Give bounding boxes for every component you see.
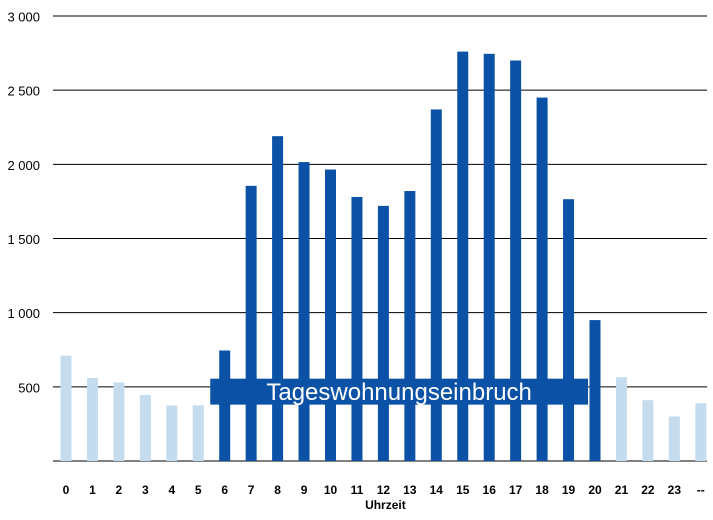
x-tick-label: 15 xyxy=(456,483,470,497)
bar xyxy=(325,169,336,461)
x-tick-label: 4 xyxy=(168,483,175,497)
bar xyxy=(536,97,548,461)
annotation-banner: Tageswohnungseinbruch xyxy=(210,378,588,406)
x-tick-label: 17 xyxy=(509,483,523,497)
annotation-banner-text: Tageswohnungseinbruch xyxy=(266,379,532,406)
bar xyxy=(245,185,257,461)
y-axis-ticks: 500 1 000 1 500 2 000 2 500 3 000 xyxy=(7,10,40,396)
bar xyxy=(483,53,495,461)
x-tick-label: 13 xyxy=(403,483,417,497)
bar xyxy=(668,416,680,461)
y-tick-label: 1 500 xyxy=(7,232,40,247)
y-tick-label: 1 000 xyxy=(7,306,40,321)
bar xyxy=(298,162,310,461)
x-tick-label: 10 xyxy=(324,483,338,497)
bar xyxy=(615,377,627,461)
bar xyxy=(377,205,389,461)
annotation-banner-rect xyxy=(210,378,588,405)
bar xyxy=(642,400,654,461)
bar xyxy=(589,320,601,461)
x-tick-label: 18 xyxy=(535,483,549,497)
x-tick-label: 11 xyxy=(351,483,364,497)
bar xyxy=(60,355,72,461)
x-tick-label: 5 xyxy=(195,483,202,497)
bars xyxy=(60,51,707,462)
x-tick-label: 1 xyxy=(89,483,96,497)
bar xyxy=(113,382,125,461)
bar xyxy=(166,405,178,461)
y-tick-label: 3 000 xyxy=(7,10,40,25)
x-tick-label: 22 xyxy=(641,483,655,497)
x-tick-label: 21 xyxy=(615,483,629,497)
x-tick-label: 6 xyxy=(221,483,228,497)
x-tick-label: 2 xyxy=(116,483,123,497)
x-tick-label: 12 xyxy=(377,483,391,497)
bar xyxy=(695,403,707,461)
y-tick-label: 500 xyxy=(18,380,40,395)
bar xyxy=(563,199,575,462)
bar xyxy=(510,60,522,461)
x-tick-label: 19 xyxy=(562,483,576,497)
bar xyxy=(457,51,469,461)
y-tick-label: 2 000 xyxy=(7,158,40,173)
x-tick-label: 14 xyxy=(430,483,444,497)
x-tick-label: 8 xyxy=(274,483,281,497)
x-axis-label: Uhrzeit xyxy=(365,498,406,512)
bar xyxy=(430,109,442,461)
x-tick-label: 0 xyxy=(63,483,70,497)
x-axis-ticks: 0 1 2 3 4 5 6 7 8 9 10 11 12 13 14 15 16 17 18 19 20 21 22 23 -- xyxy=(63,483,705,497)
bar xyxy=(86,377,98,461)
bar xyxy=(192,405,204,461)
x-tick-label: 16 xyxy=(483,483,497,497)
x-tick-label: 23 xyxy=(668,483,682,497)
bar xyxy=(272,136,284,461)
bar xyxy=(404,191,416,462)
bar xyxy=(219,350,231,461)
x-tick-label: 3 xyxy=(142,483,149,497)
x-tick-label: -- xyxy=(697,483,705,497)
bar xyxy=(351,196,363,461)
x-tick-label: 9 xyxy=(301,483,308,497)
x-tick-label: 7 xyxy=(248,483,255,497)
x-tick-label: 20 xyxy=(588,483,602,497)
y-tick-label: 2 500 xyxy=(7,84,40,99)
bar xyxy=(139,394,151,461)
